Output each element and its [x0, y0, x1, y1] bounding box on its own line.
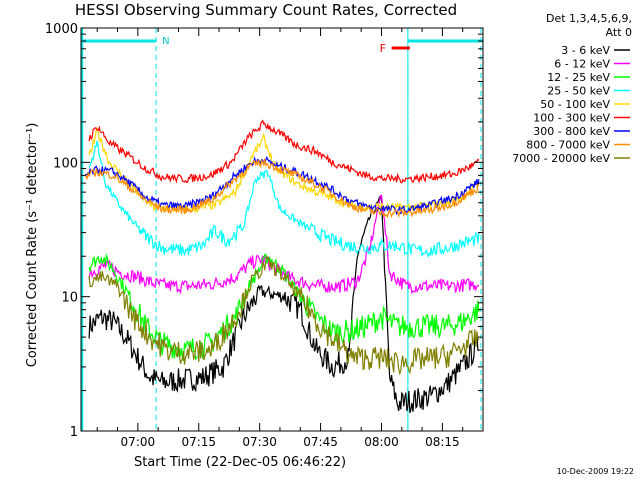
flare-label: F: [380, 42, 386, 55]
y-tick-label: 1: [70, 425, 78, 440]
series-line-8: [84, 158, 480, 219]
x-tick-label: 07:15: [181, 435, 216, 449]
legend-title: Det 1,3,4,5,6,9,: [546, 12, 632, 25]
y-tick-label: 10: [61, 291, 78, 306]
legend-label: 3 - 6 keV: [561, 44, 610, 57]
legend-label: 50 - 100 keV: [540, 98, 610, 111]
series-line-2: [88, 194, 480, 295]
footer-date: 10-Dec-2009 19:22: [557, 467, 634, 476]
legend-label: 25 - 50 keV: [547, 85, 610, 98]
plot-frame: [80, 27, 484, 432]
series-line-1: [88, 195, 480, 414]
x-tick-label: 08:15: [425, 435, 460, 449]
x-tick-label: 07:45: [303, 435, 338, 449]
legend-label: 7000 - 20000 keV: [512, 152, 610, 165]
legend-label: 6 - 12 keV: [554, 58, 610, 71]
series-layer: [84, 119, 480, 414]
x-tick-label: 08:00: [364, 435, 399, 449]
legend-label: 12 - 25 keV: [547, 71, 610, 84]
series-line-4: [88, 140, 480, 259]
x-axis-label: Start Time (22-Dec-05 06:46:22): [134, 455, 346, 470]
y-tick-label: 1000: [45, 22, 78, 37]
x-tick-label: 07:30: [242, 435, 277, 449]
series-line-6: [88, 119, 480, 184]
series-line-3: [88, 253, 480, 362]
legend-subtitle: Att 0: [606, 26, 632, 39]
axes: 07:00 07:15 07:30 07:45 08:00 08:15 1 10 100 1000: [45, 22, 483, 449]
legend-label: 100 - 300 keV: [533, 112, 610, 125]
y-tick-label: 100: [53, 156, 78, 171]
legend-label: 300 - 800 keV: [533, 125, 610, 138]
series-line-9: [88, 256, 480, 376]
chart-title: HESSI Observing Summary Count Rates, Cor…: [75, 1, 457, 19]
x-tick-label: 07:00: [121, 435, 156, 449]
night-label: N: [162, 36, 169, 47]
y-axis-label: Corrected Count Rate (s⁻¹ detector⁻¹): [25, 123, 40, 368]
time-markers: NF: [81, 28, 483, 431]
legend-label: 800 - 7000 keV: [526, 139, 610, 152]
